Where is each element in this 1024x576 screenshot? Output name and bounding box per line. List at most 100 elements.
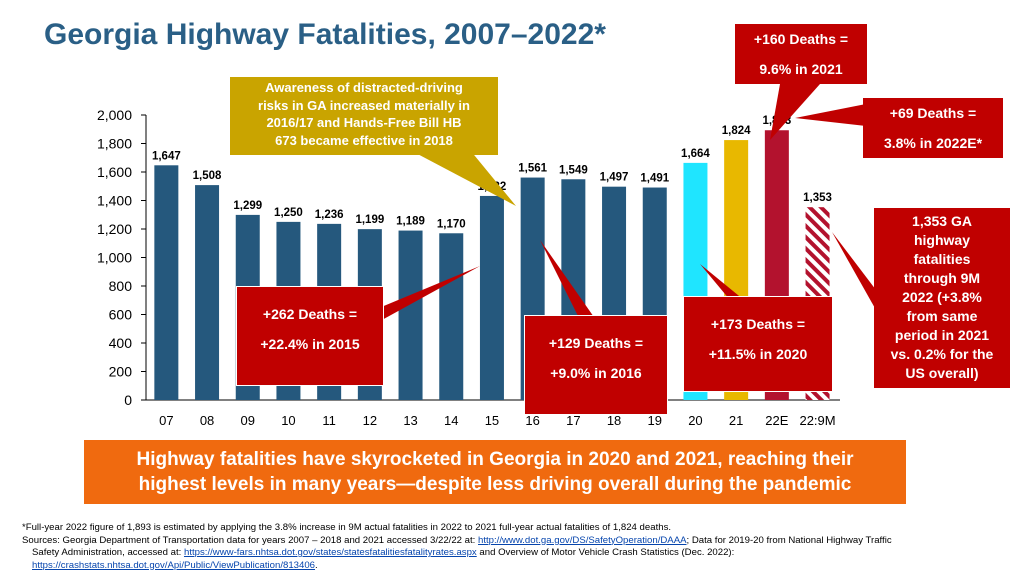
callout-awareness-line: Awareness of distracted-driving <box>265 80 463 95</box>
bar-14 <box>439 233 464 400</box>
callout-awareness-line: risks in GA increased materially in <box>258 97 470 113</box>
bar-08 <box>195 185 220 400</box>
callout-262-deaths: +262 Deaths = +22.4% in 2015 <box>236 286 384 386</box>
y-tick-label: 400 <box>109 335 133 351</box>
data-label-07: 1,647 <box>152 150 181 162</box>
x-tick-label: 15 <box>485 413 499 428</box>
data-label-22:9M: 1,353 <box>803 192 832 204</box>
callout-69-line2: 3.8% in 2022E* <box>883 135 983 151</box>
banner-line2: highest levels in many years—despite les… <box>138 474 852 495</box>
callout-1353-line: period in 2021 <box>894 327 990 343</box>
y-tick-label: 2,000 <box>97 107 132 123</box>
callout-pointer-top <box>770 84 820 140</box>
y-tick-label: 1,800 <box>97 136 132 152</box>
y-tick-label: 1,200 <box>97 221 132 237</box>
data-label-18: 1,497 <box>600 172 629 184</box>
callout-160-line2: 9.6% in 2021 <box>759 61 843 77</box>
summary-banner: Highway fatalities have skyrocketed in G… <box>84 440 906 504</box>
callout-262-line1: +262 Deaths = <box>262 306 358 322</box>
source-link-gdot[interactable]: http://www.dot.ga.gov/DS/SafetyOperation… <box>478 534 687 546</box>
callout-69-deaths: +69 Deaths = 3.8% in 2022E* <box>863 98 1003 158</box>
callout-129-line2: +9.0% in 2016 <box>550 365 642 381</box>
callout-173-deaths: +173 Deaths = +11.5% in 2020 <box>683 296 833 392</box>
bar-13 <box>398 230 423 400</box>
callout-173-line2: +11.5% in 2020 <box>708 346 808 362</box>
callout-1353-line: highway <box>913 232 970 248</box>
y-tick-label: 1,600 <box>97 164 132 180</box>
footnote-line4: https://crashstats.nhtsa.dot.gov/Api/Pub… <box>22 560 1012 573</box>
x-tick-label: 11 <box>322 413 336 428</box>
sources-text-e: . <box>315 559 318 571</box>
source-link-crashstats[interactable]: https://crashstats.nhtsa.dot.gov/Api/Pub… <box>32 559 316 571</box>
banner-line1: Highway fatalities have skyrocketed in G… <box>136 449 854 470</box>
x-tick-label: 22E <box>765 413 788 428</box>
footnote: *Full-year 2022 figure of 1,893 is estim… <box>22 522 1012 572</box>
bar-07 <box>154 165 179 400</box>
data-label-20: 1,664 <box>681 148 710 160</box>
callout-1353-line: vs. 0.2% for the <box>890 346 994 362</box>
footnote-line3: Safety Administration, accessed at: http… <box>22 547 1012 560</box>
callout-pointer-right <box>795 104 866 126</box>
x-tick-label: 08 <box>200 413 214 428</box>
y-tick-label: 600 <box>109 307 133 323</box>
x-tick-label: 17 <box>566 413 580 428</box>
callout-1353-line: 2022 (+3.8% <box>902 289 982 305</box>
y-tick-label: 800 <box>109 278 133 294</box>
callout-129-deaths: +129 Deaths = +9.0% in 2016 <box>524 315 668 415</box>
callout-awareness: Awareness of distracted-driving risks in… <box>230 77 498 155</box>
data-label-11: 1,236 <box>315 209 344 221</box>
x-tick-label: 16 <box>525 413 539 428</box>
data-label-19: 1,491 <box>640 173 669 185</box>
data-label-08: 1,508 <box>193 170 222 182</box>
callout-173-line1: +173 Deaths = <box>710 316 806 332</box>
x-tick-label: 09 <box>241 413 255 428</box>
footnote-line1: *Full-year 2022 figure of 1,893 is estim… <box>22 522 672 533</box>
callout-1353-line: through 9M <box>903 270 981 286</box>
y-tick-label: 200 <box>109 364 133 380</box>
callout-262-line2: +22.4% in 2015 <box>260 336 360 352</box>
sources-text-a: Sources: Georgia Department of Transport… <box>22 534 478 546</box>
callout-160-deaths: +160 Deaths = 9.6% in 2021 <box>735 24 867 84</box>
x-tick-label: 13 <box>403 413 417 428</box>
data-label-16: 1,561 <box>518 163 547 175</box>
callout-160-line1: +160 Deaths = <box>753 31 849 47</box>
x-tick-label: 07 <box>159 413 173 428</box>
callout-1353-line: fatalities <box>913 251 971 267</box>
callout-1353-line: from same <box>906 308 978 324</box>
sources-text-b: ; Data for 2019-20 from National Highway… <box>686 534 892 546</box>
data-label-17: 1,549 <box>559 164 588 176</box>
source-link-fars[interactable]: https://www-fars.nhtsa.dot.gov/states/st… <box>183 547 477 558</box>
sources-text-d: and Overview of Motor Vehicle Crash Stat… <box>476 547 735 558</box>
callout-pointer-173 <box>700 264 744 300</box>
x-tick-label: 10 <box>281 413 295 428</box>
data-label-09: 1,299 <box>233 200 262 212</box>
data-label-10: 1,250 <box>274 207 303 219</box>
callout-1353-line: 1,353 GA <box>912 213 972 229</box>
y-tick-label: 1,400 <box>97 193 132 209</box>
data-label-21: 1,824 <box>722 125 751 137</box>
callout-pointer-129 <box>540 240 596 320</box>
y-tick-label: 0 <box>124 392 132 408</box>
page-title: Georgia Highway Fatalities, 2007–2022* <box>44 18 606 51</box>
x-tick-label: 20 <box>688 413 702 428</box>
callout-129-line1: +129 Deaths = <box>548 335 644 351</box>
callout-awareness-line: 673 became effective in 2018 <box>275 132 453 148</box>
callout-awareness-line: 2016/17 and Hands-Free Bill HB <box>266 115 462 130</box>
x-tick-label: 14 <box>444 413 458 428</box>
callout-pointer-awareness <box>410 150 516 206</box>
data-label-13: 1,189 <box>396 216 425 228</box>
y-tick-label: 1,000 <box>97 250 132 266</box>
data-label-14: 1,170 <box>437 218 466 230</box>
x-tick-label: 22:9M <box>799 413 835 428</box>
x-tick-label: 21 <box>729 413 743 428</box>
callout-69-line1: +69 Deaths = <box>889 105 977 121</box>
x-tick-label: 18 <box>607 413 621 428</box>
sources-text-c: Safety Administration, accessed at: <box>32 547 184 558</box>
x-tick-label: 12 <box>363 413 377 428</box>
callout-1353-ga: 1,353 GA highway fatalities through 9M 2… <box>874 208 1010 388</box>
callout-pointer-353 <box>832 232 876 310</box>
bar-15 <box>479 195 504 400</box>
data-label-12: 1,199 <box>355 214 384 226</box>
x-tick-label: 19 <box>648 413 662 428</box>
footnote-sources: Sources: Georgia Department of Transport… <box>22 535 1012 548</box>
